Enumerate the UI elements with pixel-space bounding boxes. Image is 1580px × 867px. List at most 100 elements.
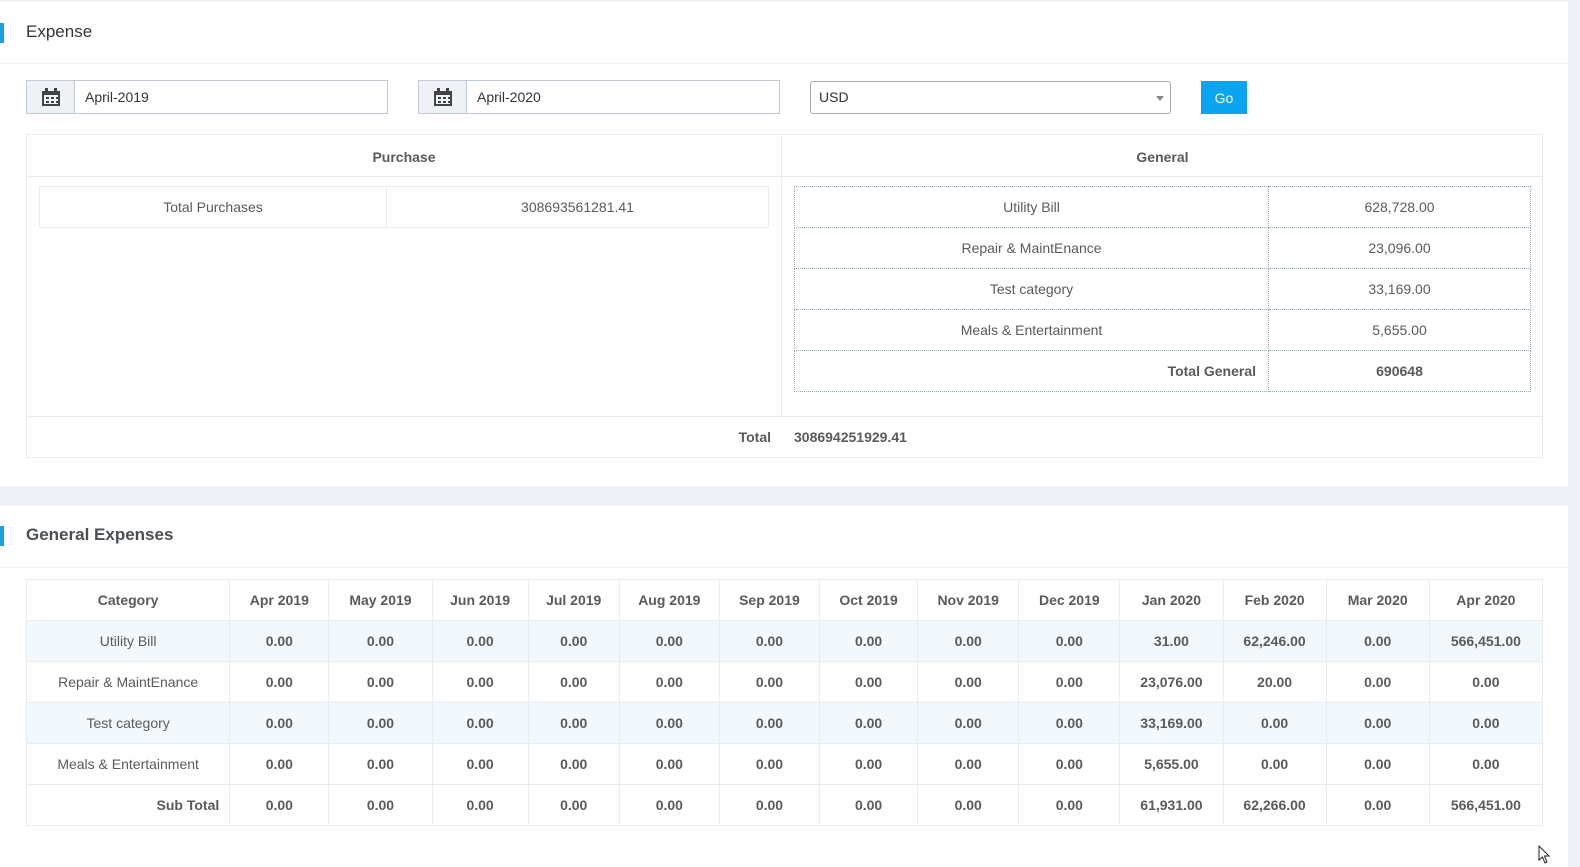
general-category-value: 5,655.00 [1268,309,1531,351]
amount-cell: 0.00 [818,661,919,703]
date-to-picker[interactable]: April-2020 [418,80,780,114]
amount-cell: 5,655.00 [1119,743,1224,785]
panel-accent-bar [0,526,4,546]
amount-cell: 0.00 [818,702,919,744]
amount-cell: 0.00 [328,743,433,785]
amount-cell: 0.00 [431,784,529,826]
expense-panel-header: Expense [0,2,1568,64]
calendar-icon[interactable] [27,81,75,113]
amount-cell: 566,451.00 [1428,620,1544,662]
amount-cell: 0.00 [818,620,919,662]
amount-cell: 0.00 [1018,702,1121,744]
table-row: Test category 0.00 0.00 0.00 0.00 0.00 0.00 0.0… [25,702,1544,744]
amount-cell: 0.00 [229,620,330,662]
amount-cell: 0.00 [1222,743,1327,785]
amount-cell: 0.00 [229,784,330,826]
currency-select-value: USD [819,89,849,105]
amount-cell: 0.00 [1428,743,1544,785]
amount-cell: 0.00 [618,702,720,744]
amount-cell: 0.00 [718,620,821,662]
amount-cell: 0.00 [818,743,919,785]
amount-cell: 0.00 [1325,661,1430,703]
amount-cell: 0.00 [527,743,620,785]
amount-cell: 61,931.00 [1119,784,1224,826]
amount-cell: 62,266.00 [1222,784,1327,826]
column-header-month: Dec 2019 [1018,579,1121,621]
amount-cell: 0.00 [618,661,720,703]
general-expenses-panel: General Expenses Category Apr 2019 May 201… [0,506,1568,867]
amount-cell: 0.00 [431,702,529,744]
general-table: Utility Bill 628,728.00 Repair & MaintEn… [794,186,1531,392]
category-cell: Test category [25,702,231,744]
total-general-label: Total General [794,350,1269,392]
amount-cell: 0.00 [618,743,720,785]
amount-cell: 0.00 [328,784,433,826]
column-header-month: Jun 2019 [431,579,529,621]
amount-cell: 0.00 [328,702,433,744]
amount-cell: 0.00 [1018,620,1121,662]
amount-cell: 0.00 [917,702,1020,744]
amount-cell: 0.00 [328,661,433,703]
column-header-month: Mar 2020 [1325,579,1430,621]
amount-cell: 0.00 [718,661,821,703]
amount-cell: 0.00 [917,620,1020,662]
general-heading: General [1136,149,1189,165]
table-row: Meals & Entertainment 0.00 0.00 0.00 0.00 0.0… [25,743,1544,785]
table-row: Meals & Entertainment 5,655.00 [794,309,1531,351]
amount-cell: 0.00 [818,784,919,826]
amount-cell: 0.00 [1428,702,1544,744]
table-row: Repair & MaintEnance 23,096.00 [794,227,1531,269]
column-header-month: Apr 2020 [1428,579,1544,621]
general-category-value: 628,728.00 [1268,186,1531,228]
amount-cell: 0.00 [618,620,720,662]
amount-cell: 0.00 [431,661,529,703]
column-header-month: Apr 2019 [229,579,330,621]
amount-cell: 23,076.00 [1119,661,1224,703]
calendar-icon[interactable] [419,81,467,113]
amount-cell: 0.00 [718,743,821,785]
column-header-month: Oct 2019 [818,579,919,621]
amount-cell: 62,246.00 [1222,620,1327,662]
amount-cell: 0.00 [718,784,821,826]
purchase-heading: Purchase [372,149,436,165]
expense-panel: Expense April-2019 April-2020 USD Go Pur… [0,2,1568,486]
currency-select[interactable]: USD [810,81,1171,114]
purchase-table: Total Purchases 308693561281.41 [39,186,769,228]
amount-cell: 0.00 [618,784,720,826]
amount-cell: 0.00 [229,661,330,703]
grand-total-label: Total [738,429,771,445]
amount-cell: 0.00 [328,620,433,662]
total-general-row: Total General 690648 [794,350,1531,392]
go-button[interactable]: Go [1201,81,1247,114]
category-cell: Sub Total [25,784,231,826]
category-cell: Meals & Entertainment [25,743,231,785]
general-expenses-table: Category Apr 2019 May 2019 Jun 2019 Jul 2019… [25,579,1544,826]
amount-cell: 0.00 [718,702,821,744]
amount-cell: 0.00 [1428,661,1544,703]
amount-cell: 0.00 [527,784,620,826]
amount-cell: 0.00 [229,743,330,785]
table-row: Utility Bill 0.00 0.00 0.00 0.00 0.00 0.00 0.00… [25,620,1544,662]
date-to-input[interactable]: April-2020 [477,89,541,105]
column-header-month: Jan 2020 [1119,579,1224,621]
amount-cell: 0.00 [917,784,1020,826]
panel-accent-bar [0,23,4,43]
amount-cell: 566,451.00 [1428,784,1544,826]
column-header-month: Jul 2019 [527,579,620,621]
amount-cell: 0.00 [1018,661,1121,703]
chevron-down-icon [1156,96,1164,101]
date-from-input[interactable]: April-2019 [85,89,149,105]
general-category-label: Test category [794,268,1269,310]
table-row: Test category 33,169.00 [794,268,1531,310]
amount-cell: 0.00 [1325,702,1430,744]
amount-cell: 0.00 [1018,743,1121,785]
date-from-picker[interactable]: April-2019 [26,80,388,114]
amount-cell: 0.00 [527,661,620,703]
table-header-row: Category Apr 2019 May 2019 Jun 2019 Jul 2019… [25,579,1544,621]
table-row: Repair & MaintEnance 0.00 0.00 0.00 0.00 0.00… [25,661,1544,703]
subtotal-row: Sub Total 0.00 0.00 0.00 0.00 0.00 0.00 0.00 0.0… [25,784,1544,826]
amount-cell: 0.00 [917,743,1020,785]
amount-cell: 0.00 [1018,784,1121,826]
amount-cell: 0.00 [229,702,330,744]
category-cell: Repair & MaintEnance [25,661,231,703]
